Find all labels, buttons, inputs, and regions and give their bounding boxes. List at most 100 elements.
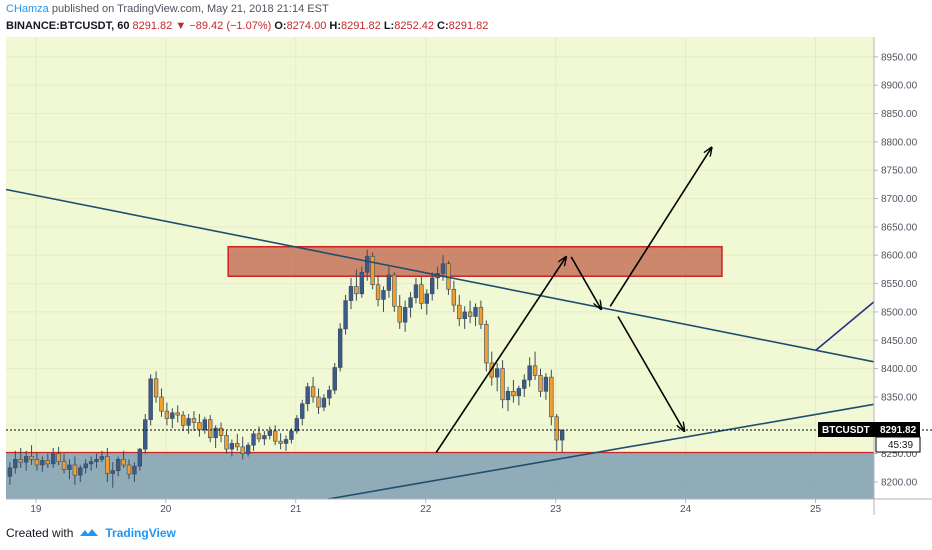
candle: [51, 447, 56, 468]
candle: [532, 351, 538, 380]
arrow-down-2: [617, 316, 684, 431]
published-text: published on TradingView.com, May 21, 20…: [51, 3, 329, 15]
candle-body-up: [522, 379, 527, 389]
candle-body-down: [457, 304, 462, 320]
candle-body-up: [305, 386, 310, 405]
candle-body-down: [29, 456, 34, 460]
last-price: 8291.82: [132, 20, 173, 32]
candle-body-down: [34, 459, 40, 466]
candle: [115, 456, 121, 477]
ohlc-line: BINANCE:BTCUSDT, 60 8291.82 ▼ −89.42 (−1…: [6, 20, 488, 32]
candle-body-down: [218, 427, 224, 436]
candle-body-up: [40, 460, 45, 466]
candle-body-down: [478, 307, 484, 325]
last-price-tag-text: 8291.82: [880, 425, 917, 436]
drawings: [5, 148, 932, 500]
price-tick-label: 8550.00: [881, 279, 918, 290]
candle-body-down: [375, 284, 381, 300]
candle-body-up: [137, 448, 143, 467]
candle-body-up: [186, 418, 191, 426]
candle: [240, 436, 245, 460]
price-labels: BTCUSDT 8291.82 45:39: [818, 422, 921, 453]
low-value: 8252.42: [394, 20, 434, 32]
candle: [348, 277, 354, 310]
candle-body-up: [413, 284, 419, 299]
tradingview-brand[interactable]: TradingView: [105, 526, 176, 540]
candle: [419, 276, 424, 310]
candle-body-up: [424, 293, 429, 304]
candle-body-down: [484, 324, 489, 364]
candle: [175, 405, 180, 423]
candle-body-up: [51, 453, 56, 465]
time-tick-label: 21: [290, 504, 302, 515]
candle-body-up: [473, 307, 478, 317]
candle: [451, 280, 457, 312]
arrow-down-1: [570, 256, 601, 309]
candle: [213, 425, 218, 448]
candle: [397, 294, 402, 329]
candle: [256, 426, 262, 443]
price-change: −89.42 (−1.07%): [189, 20, 272, 32]
candle: [424, 289, 429, 315]
candle: [310, 377, 316, 403]
candle: [516, 385, 522, 406]
candle: [78, 464, 83, 482]
candle-body-up: [365, 256, 370, 273]
candle-body-down: [397, 305, 402, 323]
down-arrow-icon: ▼: [175, 20, 187, 32]
candle: [251, 430, 256, 451]
candle-body-up: [343, 300, 348, 330]
candle-body-down: [175, 412, 180, 416]
candle: [245, 442, 251, 457]
candle: [164, 402, 170, 426]
candle: [13, 450, 18, 474]
candle: [365, 249, 370, 281]
candle: [88, 456, 94, 471]
candle: [511, 379, 516, 403]
candle-body-up: [494, 368, 500, 378]
price-tick-label: 8400.00: [881, 364, 918, 375]
candle: [549, 369, 554, 426]
candle: [522, 374, 527, 397]
tradingview-logo-icon[interactable]: [79, 527, 99, 539]
candle-body-up: [462, 311, 467, 320]
time-axis[interactable]: 19 20 21 22 23 24 25: [30, 499, 822, 515]
candle-body-down: [153, 378, 159, 398]
candle-body-down: [18, 459, 23, 463]
price-axis[interactable]: 8200.008250.008300.008350.008400.008450.…: [874, 52, 918, 488]
time-tick-label: 22: [420, 504, 432, 515]
candle: [208, 415, 213, 443]
candle-body-up: [78, 467, 83, 476]
price-tick-label: 8950.00: [881, 52, 918, 63]
footer: Created with TradingView: [6, 526, 176, 540]
candle-body-up: [213, 427, 218, 439]
candle: [202, 416, 208, 434]
candle: [191, 411, 197, 431]
candle-body-down: [538, 375, 543, 392]
candle-body-up: [23, 456, 29, 463]
candle: [473, 303, 478, 327]
candle-body-up: [289, 430, 294, 440]
candle: [337, 323, 343, 372]
candle: [457, 294, 462, 327]
candle-body-up: [386, 274, 392, 291]
candle-body-down: [278, 440, 283, 444]
author-name[interactable]: CHamza: [6, 3, 49, 15]
candle: [34, 452, 40, 471]
time-tick-label: 19: [30, 504, 42, 515]
candle-body-down: [208, 419, 213, 439]
price-tick-label: 8650.00: [881, 222, 918, 233]
candle: [300, 399, 305, 426]
candle-body-up: [543, 376, 549, 392]
candle: [180, 411, 186, 431]
candle-body-up: [321, 397, 327, 408]
candle-body-up: [170, 412, 175, 419]
candle-body-up: [251, 433, 256, 446]
candle: [381, 286, 386, 312]
candle-body-down: [419, 284, 424, 304]
candle: [321, 394, 327, 412]
candle: [554, 413, 559, 451]
candle: [56, 446, 61, 465]
candle: [110, 462, 115, 488]
